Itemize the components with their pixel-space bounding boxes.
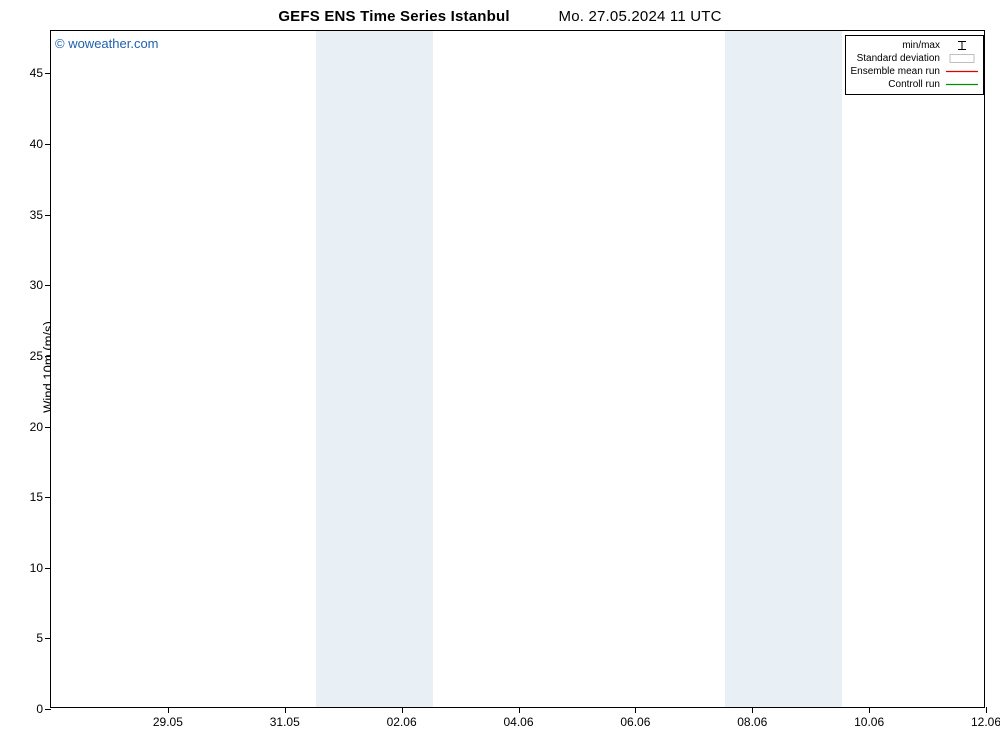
legend-label: Ensemble mean run xyxy=(851,66,941,77)
y-tick-mark xyxy=(45,568,51,569)
x-tick-mark xyxy=(285,707,286,713)
weekend-band xyxy=(784,31,842,707)
legend-item: Ensemble mean run xyxy=(851,65,979,78)
legend-label: min/max xyxy=(902,40,940,51)
y-tick-mark xyxy=(45,285,51,286)
x-tick-label: 12.06 xyxy=(971,715,1000,729)
x-tick-label: 31.05 xyxy=(270,715,300,729)
plot-inner: 05101520253035404529.0531.0502.0604.0606… xyxy=(51,31,984,707)
y-tick-mark xyxy=(45,73,51,74)
x-tick-label: 04.06 xyxy=(503,715,533,729)
x-tick-label: 29.05 xyxy=(153,715,183,729)
y-tick-label: 0 xyxy=(36,702,43,716)
y-tick-label: 30 xyxy=(30,278,43,292)
legend-item: Controll run xyxy=(851,78,979,91)
x-tick-label: 06.06 xyxy=(620,715,650,729)
y-tick-mark xyxy=(45,709,51,710)
legend-label: Standard deviation xyxy=(857,53,940,64)
legend-swatch xyxy=(946,67,978,76)
legend-swatch xyxy=(946,54,978,63)
x-tick-mark xyxy=(635,707,636,713)
x-tick-mark xyxy=(168,707,169,713)
legend-item: Standard deviation xyxy=(851,52,979,65)
legend: min/max Standard deviation Ensemble mean r… xyxy=(845,35,985,95)
chart-container: GEFS ENS Time Series Istanbul Mo. 27.05.… xyxy=(0,0,1000,733)
y-tick-label: 15 xyxy=(30,490,43,504)
y-tick-label: 5 xyxy=(36,631,43,645)
y-tick-mark xyxy=(45,356,51,357)
y-tick-label: 20 xyxy=(30,420,43,434)
legend-label: Controll run xyxy=(888,79,940,90)
weekend-band xyxy=(316,31,374,707)
chart-title: GEFS ENS Time Series Istanbul Mo. 27.05.… xyxy=(0,8,1000,25)
x-tick-mark xyxy=(402,707,403,713)
y-tick-mark xyxy=(45,144,51,145)
watermark: © woweather.com xyxy=(55,36,159,51)
x-tick-mark xyxy=(869,707,870,713)
x-tick-mark xyxy=(986,707,987,713)
y-tick-mark xyxy=(45,427,51,428)
x-tick-label: 02.06 xyxy=(387,715,417,729)
title-timestamp: Mo. 27.05.2024 11 UTC xyxy=(559,8,722,25)
legend-swatch xyxy=(946,41,978,50)
y-tick-label: 40 xyxy=(30,137,43,151)
y-tick-mark xyxy=(45,215,51,216)
weekend-band xyxy=(725,31,783,707)
title-series: GEFS ENS Time Series Istanbul xyxy=(278,8,509,25)
legend-swatch xyxy=(946,80,978,89)
y-tick-label: 25 xyxy=(30,349,43,363)
x-tick-mark xyxy=(752,707,753,713)
y-tick-label: 10 xyxy=(30,561,43,575)
legend-item: min/max xyxy=(851,39,979,52)
x-tick-label: 08.06 xyxy=(737,715,767,729)
plot-area: 05101520253035404529.0531.0502.0604.0606… xyxy=(50,30,985,708)
x-tick-mark xyxy=(519,707,520,713)
y-tick-label: 35 xyxy=(30,208,43,222)
y-tick-label: 45 xyxy=(30,66,43,80)
weekend-band xyxy=(375,31,433,707)
y-tick-mark xyxy=(45,638,51,639)
x-tick-label: 10.06 xyxy=(854,715,884,729)
y-tick-mark xyxy=(45,497,51,498)
